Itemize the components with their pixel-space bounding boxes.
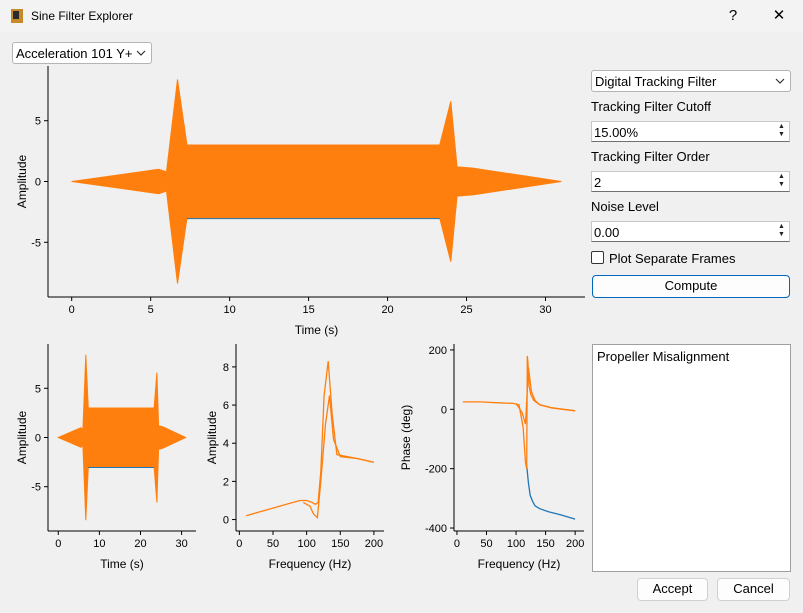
separate-frames-label[interactable]: Plot Separate Frames	[609, 251, 736, 266]
amplitude-spectrum-plot-series-line	[302, 395, 375, 519]
amplitude-spectrum-plot-x-tick-label: 50	[267, 538, 279, 550]
amplitude-spectrum-plot-x-tick-label: 200	[365, 538, 383, 550]
noise-spinbox[interactable]: 0.00 ▲ ▼	[591, 221, 790, 242]
filter-type-select[interactable]: Digital Tracking Filter	[591, 70, 791, 92]
time-plot-main-y-label: Amplitude	[15, 155, 29, 209]
amplitude-spectrum-plot-y-tick-label: 0	[223, 515, 229, 527]
noise-label: Noise Level	[591, 199, 659, 214]
app-logo-icon	[11, 9, 23, 23]
phase-spectrum-plot-y-tick-label: 0	[441, 404, 447, 416]
title-bar: Sine Filter Explorer ? ✕	[0, 0, 803, 32]
notes-text: Propeller Misalignment	[597, 349, 730, 364]
time-plot-small-series-envelope	[57, 354, 187, 521]
phase-spectrum-plot-x-tick-label: 100	[507, 538, 525, 550]
time-plot-main-series-envelope	[71, 79, 562, 284]
time-plot-main-x-tick-label: 20	[381, 304, 393, 316]
notes-textbox[interactable]: Propeller Misalignment	[592, 344, 791, 572]
channel-select-value: Acceleration 101 Y+	[16, 46, 133, 61]
phase-spectrum-plot-y-tick-label: -200	[425, 464, 447, 476]
phase-spectrum-plot-x-tick-label: 50	[480, 538, 492, 550]
time-plot-main-y-tick-label: -5	[31, 237, 41, 249]
phase-spectrum-plot-x-tick-label: 0	[454, 538, 460, 550]
time-plot-main-x-label: Time (s)	[295, 323, 339, 337]
amplitude-spectrum-plot-y-tick-label: 4	[223, 438, 229, 450]
spin-down-icon[interactable]: ▼	[778, 231, 785, 238]
filter-type-value: Digital Tracking Filter	[595, 74, 717, 89]
cancel-button[interactable]: Cancel	[717, 578, 790, 601]
time-plot-small-x-label: Time (s)	[100, 557, 144, 571]
phase-spectrum-plot-x-label: Frequency (Hz)	[478, 557, 561, 571]
phase-spectrum-plot-x-tick-label: 150	[536, 538, 554, 550]
time-plot-main-x-tick-label: 15	[302, 304, 314, 316]
time-plot-main-x-tick-label: 0	[69, 304, 75, 316]
spin-up-icon[interactable]: ▲	[778, 223, 785, 230]
chevron-down-icon	[136, 50, 146, 56]
spin-up-icon[interactable]: ▲	[778, 123, 785, 130]
amplitude-spectrum-plot-y-label: Amplitude	[205, 411, 219, 465]
amplitude-spectrum-plot-y-tick-label: 6	[223, 400, 229, 412]
phase-spectrum-plot-series-line	[515, 367, 576, 425]
amplitude-spectrum-plot-x-tick-label: 100	[297, 538, 315, 550]
time-plot-small-x-tick-label: 10	[93, 538, 105, 550]
amplitude-spectrum-plot-x-tick-label: 0	[236, 538, 242, 550]
order-spinbox[interactable]: 2 ▲ ▼	[591, 171, 790, 192]
amplitude-spectrum-plot-series-line	[245, 361, 375, 517]
amplitude-spectrum-plot-y-tick-label: 8	[223, 362, 229, 374]
chevron-down-icon	[775, 78, 785, 84]
phase-spectrum-plot-series-line	[462, 355, 576, 469]
time-plot-main-x-tick-label: 30	[539, 304, 551, 316]
spin-down-icon[interactable]: ▼	[778, 131, 785, 138]
time-plot-main-y-tick-label: 0	[35, 177, 41, 189]
time-plot-small-x-tick-label: 30	[175, 538, 187, 550]
time-plot-small-y-tick-label: -5	[31, 482, 41, 494]
time-plot-main-x-tick-label: 10	[224, 304, 236, 316]
cutoff-value: 15.00%	[594, 125, 639, 140]
help-button[interactable]: ?	[728, 7, 738, 24]
time-plot-main-x-tick-label: 25	[460, 304, 472, 316]
time-plot-main-y-tick-label: 5	[35, 116, 41, 128]
phase-spectrum-plot-y-tick-label: -400	[425, 523, 447, 535]
spin-down-icon[interactable]: ▼	[778, 181, 785, 188]
time-plot-small-x-tick-label: 0	[55, 538, 61, 550]
amplitude-spectrum-plot-x-tick-label: 150	[331, 538, 349, 550]
amplitude-spectrum-plot-y-tick-label: 2	[223, 476, 229, 488]
noise-value: 0.00	[594, 225, 620, 240]
separate-frames-checkbox[interactable]	[591, 251, 604, 264]
order-label: Tracking Filter Order	[591, 149, 710, 164]
phase-spectrum-plot-y-tick-label: 200	[429, 345, 447, 357]
channel-select[interactable]: Acceleration 101 Y+	[12, 42, 152, 64]
phase-spectrum-plot-x-tick-label: 200	[566, 538, 584, 550]
time-plot-main-x-tick-label: 5	[148, 304, 154, 316]
time-plot-small-y-tick-label: 0	[35, 433, 41, 445]
time-plot-small-y-tick-label: 5	[35, 383, 41, 395]
phase-spectrum-plot-y-label: Phase (deg)	[399, 405, 413, 470]
spin-up-icon[interactable]: ▲	[778, 173, 785, 180]
time-plot-small-y-label: Amplitude	[15, 411, 29, 465]
amplitude-spectrum-plot-x-label: Frequency (Hz)	[269, 557, 352, 571]
compute-button[interactable]: Compute	[592, 275, 790, 298]
accept-button[interactable]: Accept	[637, 578, 708, 601]
cutoff-spinbox[interactable]: 15.00% ▲ ▼	[591, 121, 790, 142]
window-title: Sine Filter Explorer	[31, 9, 134, 23]
order-value: 2	[594, 175, 602, 190]
close-button[interactable]: ✕	[772, 7, 786, 24]
time-plot-small-x-tick-label: 20	[134, 538, 146, 550]
phase-spectrum-plot-series-line	[526, 465, 576, 520]
cutoff-label: Tracking Filter Cutoff	[591, 99, 711, 114]
